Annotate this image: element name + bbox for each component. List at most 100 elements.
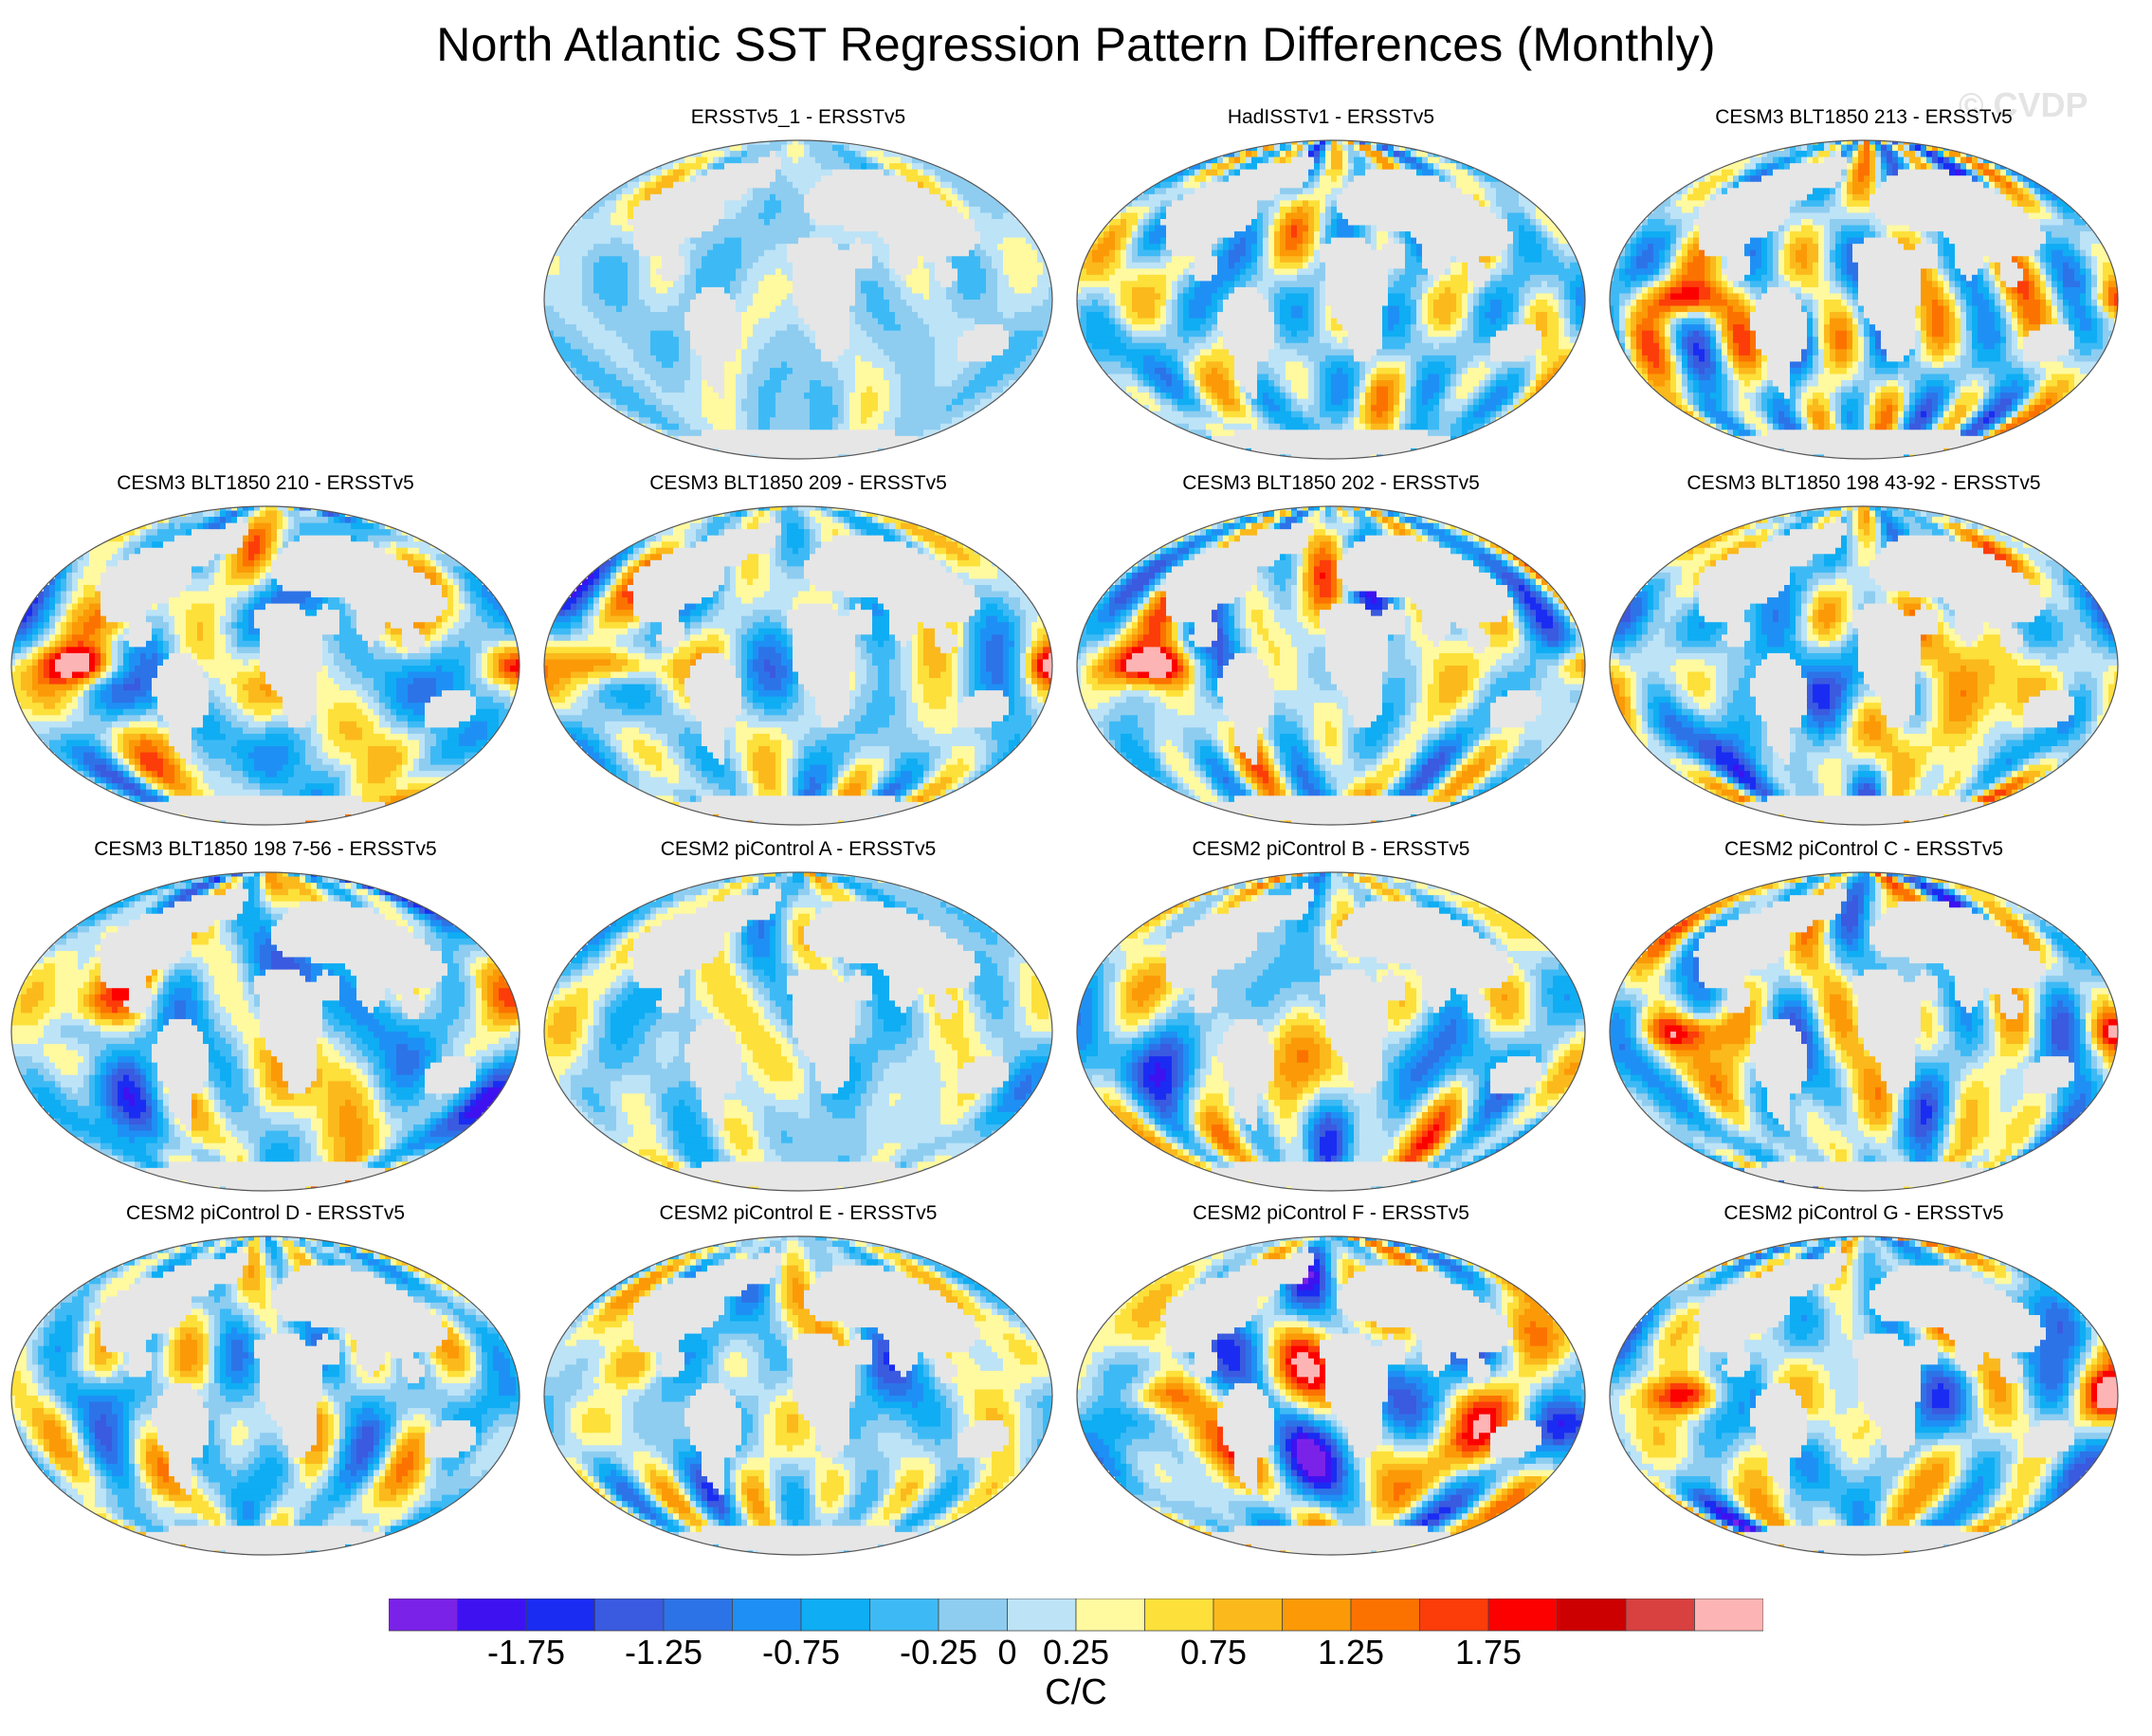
land-cell [884, 435, 890, 443]
sst-cell [1212, 169, 1218, 176]
land-cell [1456, 219, 1463, 227]
sst-cell [1126, 212, 1133, 220]
sst-cell [923, 181, 930, 189]
land-cell [764, 454, 771, 459]
sst-cell [952, 262, 958, 269]
sst-cell [753, 330, 759, 338]
land-cell [1359, 181, 1366, 189]
sst-cell [571, 305, 577, 313]
sst-cell [599, 293, 606, 301]
land-cell [736, 448, 742, 456]
sst-cell [935, 281, 941, 288]
land-cell [1462, 212, 1468, 220]
sst-cell [781, 374, 788, 381]
land-cell [713, 374, 720, 381]
sst-cell [1547, 231, 1554, 239]
sst-cell [576, 274, 583, 282]
sst-cell [758, 206, 765, 214]
sst-cell [1223, 163, 1230, 171]
sst-cell [1354, 225, 1360, 232]
sst-cell [861, 293, 867, 301]
sst-cell [855, 312, 862, 320]
sst-cell [1132, 237, 1139, 245]
sst-cell [662, 286, 668, 295]
land-cell [957, 219, 964, 227]
land-cell [844, 293, 850, 301]
sst-cell [713, 151, 720, 158]
land-cell [696, 219, 702, 227]
sst-cell [1223, 156, 1230, 164]
sst-cell [1297, 206, 1304, 214]
land-cell [810, 324, 816, 332]
land-cell [832, 337, 839, 344]
sst-cell [707, 281, 714, 288]
sst-cell [923, 361, 930, 369]
sst-cell [895, 417, 902, 425]
sst-cell [855, 274, 862, 282]
land-cell [1416, 231, 1423, 239]
land-cell [929, 249, 936, 257]
sst-cell [1026, 355, 1032, 362]
sst-cell [963, 206, 970, 214]
sst-cell [798, 151, 805, 158]
sst-cell [1234, 249, 1241, 257]
sst-cell [1098, 249, 1104, 257]
land-cell [1206, 212, 1213, 220]
sst-cell [673, 367, 680, 375]
land-cell [673, 200, 680, 208]
land-cell [975, 355, 981, 362]
land-cell [1428, 188, 1434, 195]
sst-cell [605, 386, 611, 393]
sst-cell [855, 349, 862, 356]
sst-cell [775, 262, 782, 269]
sst-cell [935, 367, 941, 375]
sst-cell [639, 342, 646, 350]
land-cell [730, 349, 737, 356]
land-cell [935, 212, 941, 220]
land-cell [1405, 225, 1412, 232]
land-cell [1229, 225, 1235, 232]
sst-cell [1314, 140, 1321, 146]
land-cell [844, 256, 850, 264]
land-cell [821, 219, 828, 227]
land-cell [963, 337, 970, 344]
sst-cell [1268, 144, 1275, 152]
sst-cell [1388, 163, 1395, 171]
sst-cell [736, 144, 742, 152]
sst-cell [957, 367, 964, 375]
sst-cell [1530, 231, 1537, 239]
sst-cell [787, 386, 793, 393]
sst-cell [656, 423, 663, 430]
land-cell [821, 342, 828, 350]
sst-cell [912, 367, 919, 375]
sst-cell [992, 318, 998, 325]
sst-cell [872, 330, 879, 338]
land-cell [1502, 219, 1508, 227]
land-cell [736, 442, 742, 449]
sst-cell [1479, 256, 1486, 264]
sst-cell [1251, 163, 1258, 171]
sst-cell [963, 361, 970, 369]
sst-cell [1138, 231, 1144, 239]
sst-cell [548, 305, 555, 313]
sst-cell [1251, 219, 1258, 227]
land-cell [1371, 193, 1377, 201]
land-cell [969, 337, 976, 344]
land-cell [1195, 225, 1201, 232]
land-cell [810, 305, 816, 313]
land-cell [702, 175, 708, 183]
sst-cell [1519, 249, 1525, 257]
sst-cell [906, 386, 913, 393]
sst-cell [798, 349, 805, 356]
sst-cell [747, 355, 754, 362]
land-cell [1291, 181, 1298, 189]
sst-cell [1314, 219, 1321, 227]
sst-cell [724, 380, 731, 388]
sst-cell [770, 386, 776, 393]
land-cell [810, 435, 816, 443]
land-cell [1388, 181, 1395, 189]
sst-cell [633, 181, 640, 189]
land-cell [832, 181, 839, 189]
sst-cell [1308, 169, 1315, 176]
sst-cell [1422, 163, 1429, 171]
